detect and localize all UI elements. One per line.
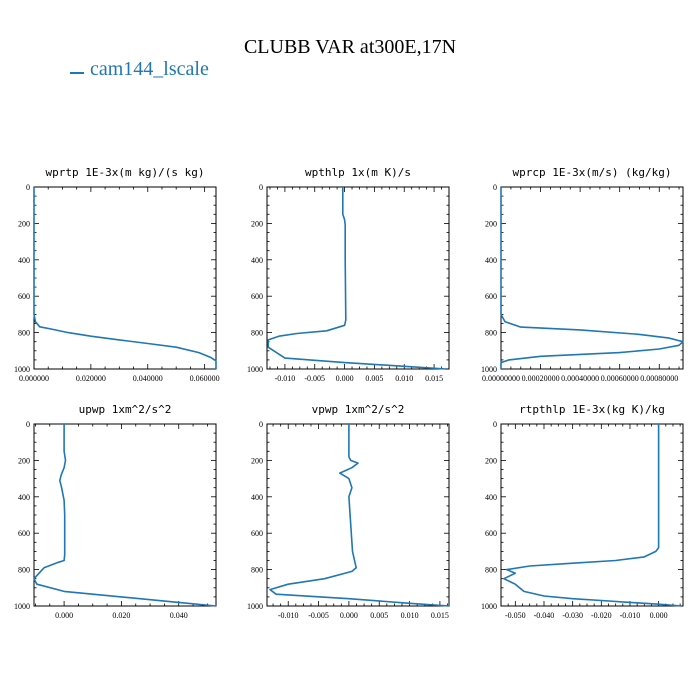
x-tick-label: 0.040	[170, 611, 188, 620]
y-tick-label: 800	[485, 566, 497, 575]
y-tick-label: 800	[251, 566, 263, 575]
panel-title: rtpthlp 1E-3x(kg K)/kg	[519, 403, 665, 416]
x-tick-label: 0.040000	[133, 374, 163, 383]
legend-label: cam144_lscale	[90, 58, 209, 80]
y-tick-label: 800	[18, 566, 30, 575]
x-tick-label: 0.010	[401, 611, 419, 620]
plot-frame	[500, 186, 684, 370]
series-line	[267, 187, 447, 370]
y-tick-label: 200	[485, 219, 497, 228]
plot-frame	[266, 186, 450, 370]
x-tick-label: 0.00060000	[601, 374, 639, 383]
y-tick-label: 0	[493, 183, 497, 192]
x-tick-label: 0.00020000	[522, 374, 560, 383]
x-tick-label: -0.005	[304, 374, 325, 383]
y-tick-label: 600	[485, 292, 497, 301]
y-tick-label: 1000	[481, 365, 497, 374]
plot-frame	[33, 186, 217, 370]
y-tick-label: 600	[18, 292, 30, 301]
x-tick-label: 0.015	[431, 611, 449, 620]
y-tick-label: 400	[18, 256, 30, 265]
panel-title: wpthlp 1x(m K)/s	[305, 166, 411, 179]
plot-frame	[266, 423, 450, 607]
y-tick-label: 200	[251, 456, 263, 465]
y-tick-label: 0	[259, 183, 263, 192]
y-tick-label: 400	[251, 493, 263, 502]
y-tick-label: 200	[251, 219, 263, 228]
y-tick-label: 0	[26, 183, 30, 192]
y-tick-label: 400	[251, 256, 263, 265]
panel-title: upwp 1xm^2/s^2	[79, 403, 172, 416]
y-tick-label: 0	[259, 420, 263, 429]
x-tick-label: 0.000000	[19, 374, 49, 383]
y-tick-label: 1000	[14, 365, 30, 374]
y-tick-label: 400	[485, 256, 497, 265]
x-tick-label: -0.050	[505, 611, 526, 620]
legend-line-swatch	[70, 72, 84, 74]
y-tick-label: 600	[251, 529, 263, 538]
x-tick-label: 0.015	[425, 374, 443, 383]
y-tick-label: 1000	[247, 365, 263, 374]
x-tick-label: -0.020	[591, 611, 612, 620]
panel-title: wprtp 1E-3x(m kg)/(s kg)	[46, 166, 205, 179]
x-tick-label: -0.040	[534, 611, 555, 620]
x-tick-label: 0.00040000	[561, 374, 599, 383]
x-tick-label: -0.010	[275, 374, 296, 383]
y-tick-label: 1000	[481, 602, 497, 611]
y-tick-label: 800	[251, 329, 263, 338]
y-tick-label: 400	[18, 493, 30, 502]
plot-frame	[33, 423, 217, 607]
x-tick-label: 0.020000	[76, 374, 106, 383]
x-tick-label: -0.010	[620, 611, 641, 620]
y-tick-label: 200	[18, 456, 30, 465]
series-line	[33, 424, 217, 607]
y-tick-label: 1000	[14, 602, 30, 611]
series-line	[500, 187, 684, 369]
figure-title: CLUBB VAR at300E,17N	[243, 36, 457, 58]
panel-title: vpwp 1xm^2/s^2	[312, 403, 405, 416]
series-line	[33, 187, 217, 369]
x-tick-label: 0.000	[336, 374, 354, 383]
y-tick-label: 800	[485, 329, 497, 338]
y-tick-label: 600	[18, 529, 30, 538]
series-line	[503, 424, 682, 607]
y-tick-label: 200	[18, 219, 30, 228]
x-tick-label: 0.000	[650, 611, 668, 620]
x-tick-label: 0.010	[395, 374, 413, 383]
y-tick-label: 800	[18, 329, 30, 338]
x-tick-label: 0.005	[365, 374, 383, 383]
series-line	[269, 424, 450, 607]
x-tick-label: -0.010	[278, 611, 299, 620]
x-tick-label: 0.060000	[190, 374, 220, 383]
x-tick-label: 0.00000000	[482, 374, 520, 383]
x-tick-label: 0.000	[55, 611, 73, 620]
y-tick-label: 0	[26, 420, 30, 429]
y-tick-label: 600	[251, 292, 263, 301]
x-tick-label: 0.020	[112, 611, 130, 620]
x-tick-label: 0.005	[370, 611, 388, 620]
plot-frame	[500, 423, 684, 607]
panel-title: wprcp 1E-3x(m/s) (kg/kg)	[513, 166, 672, 179]
y-tick-label: 0	[493, 420, 497, 429]
y-tick-label: 600	[485, 529, 497, 538]
x-tick-label: -0.005	[308, 611, 329, 620]
x-tick-label: 0.000	[340, 611, 358, 620]
y-tick-label: 200	[485, 456, 497, 465]
x-tick-label: -0.030	[562, 611, 583, 620]
x-tick-label: 0.00080000	[640, 374, 678, 383]
y-tick-label: 400	[485, 493, 497, 502]
y-tick-label: 1000	[247, 602, 263, 611]
